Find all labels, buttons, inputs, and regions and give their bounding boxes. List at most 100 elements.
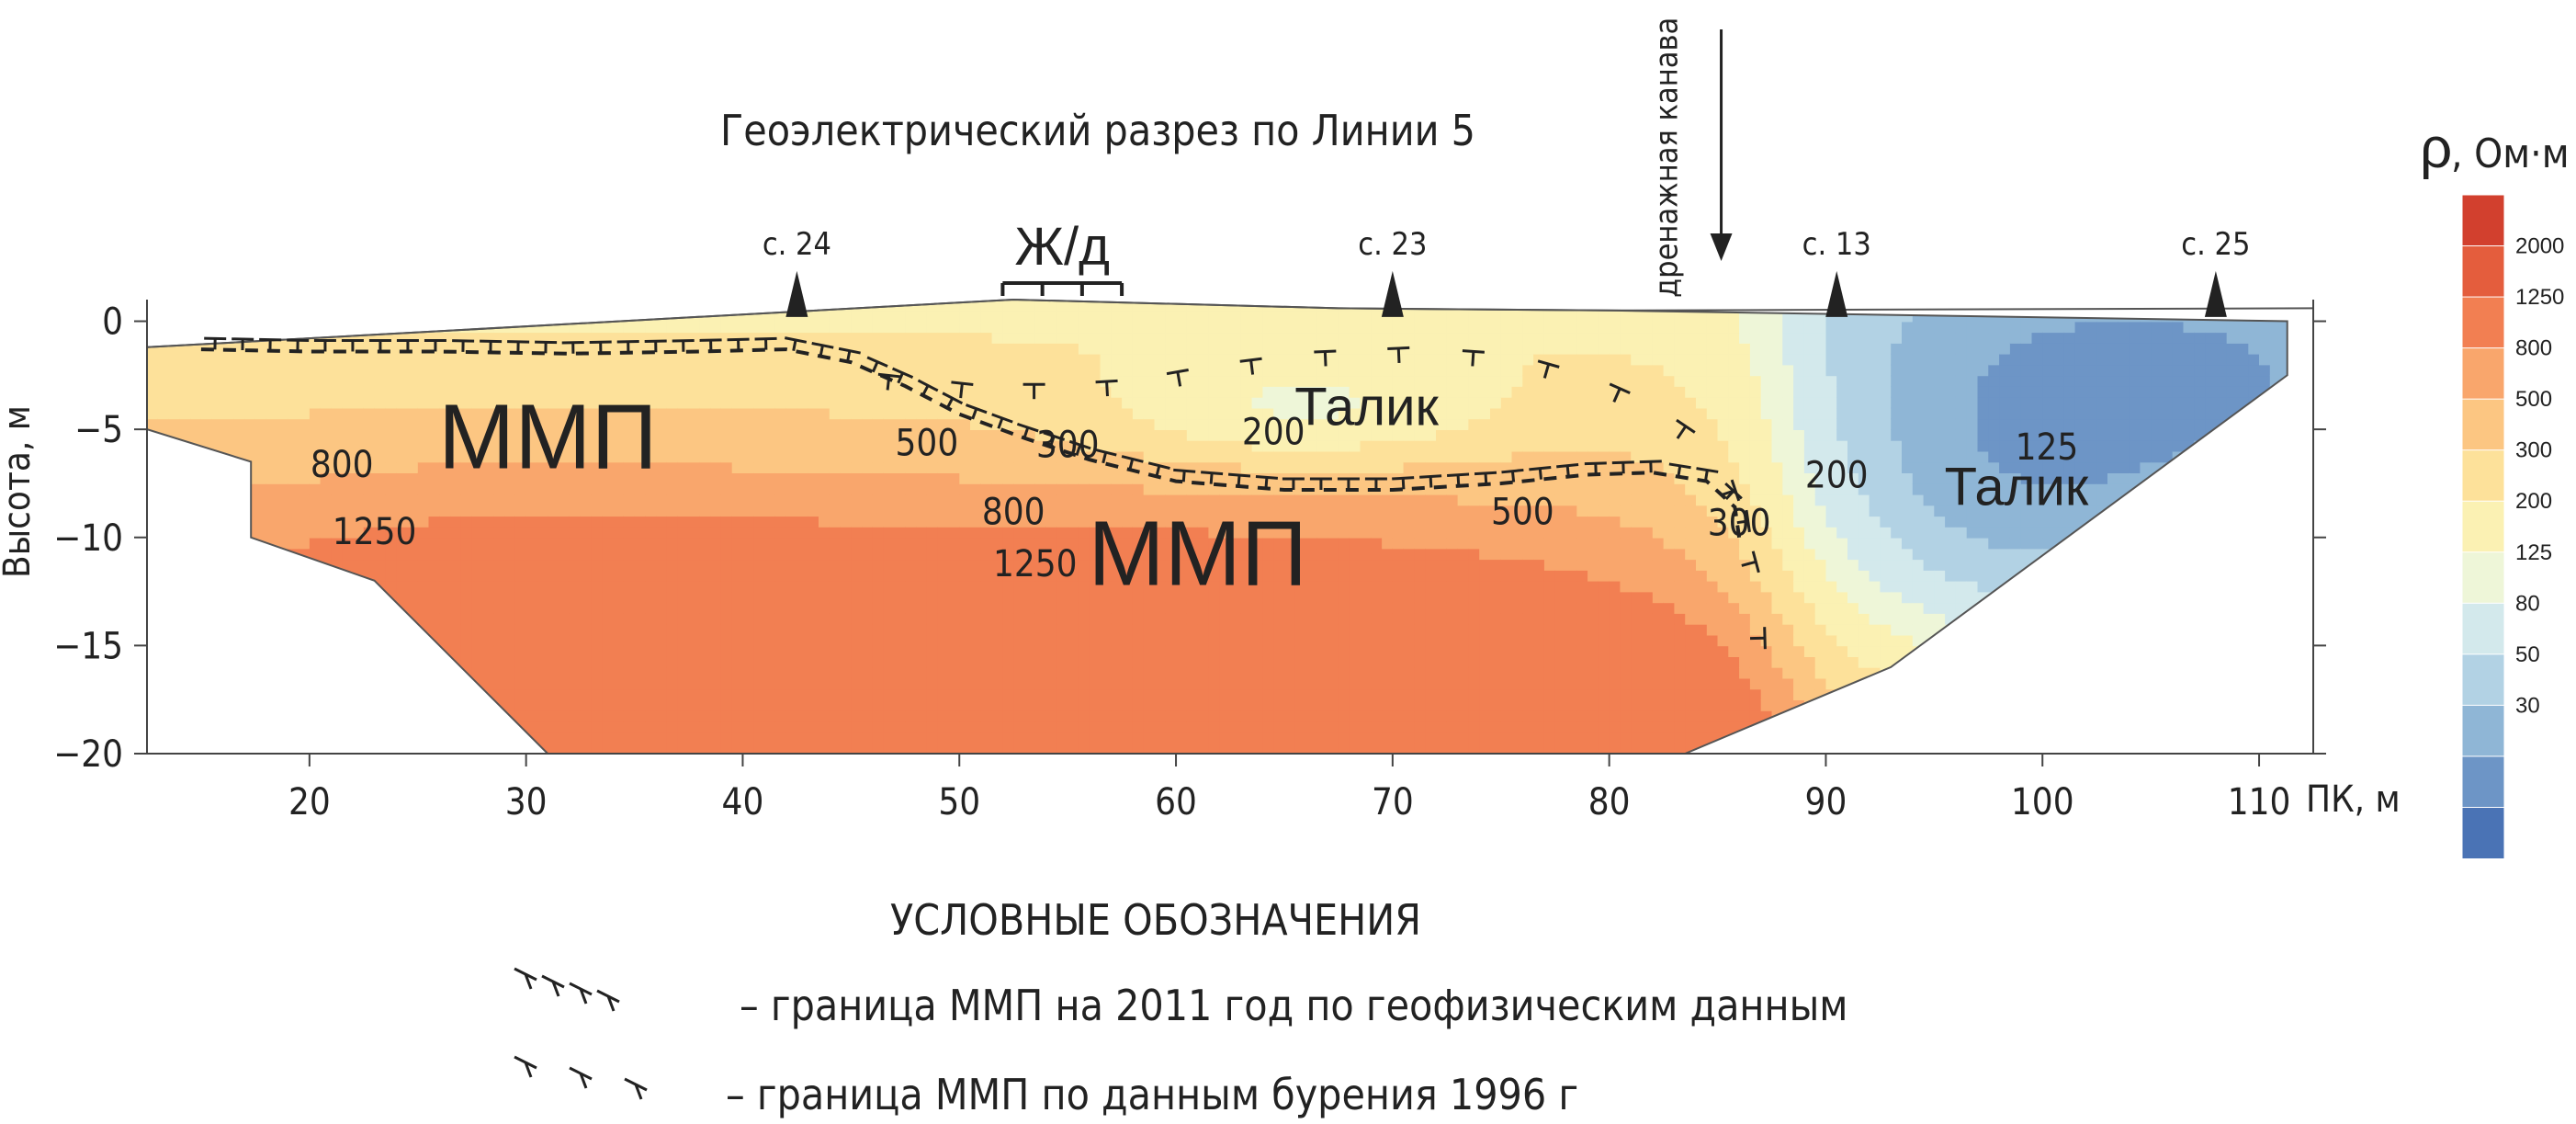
legend-symbol-2011: [514, 967, 620, 1012]
boundary-1996-cap: [1314, 349, 1337, 354]
colorbar-tick-label: 500: [2515, 387, 2552, 412]
y-tick-label: −20: [53, 733, 123, 776]
railway-label: Ж/д: [1014, 217, 1110, 277]
x-tick-label: 30: [505, 781, 548, 823]
region-label: ММП: [1088, 503, 1306, 606]
region-label: ММП: [438, 385, 657, 488]
boundary-2011-cap: [1668, 462, 1691, 470]
colorbar-tick-label: 800: [2515, 336, 2552, 361]
boundary-1996-cap: [1609, 382, 1631, 394]
legend-tee-stem: [524, 973, 533, 990]
boundary-1996-tick: [1323, 351, 1328, 367]
contour-labels: 800 1250 500 300 200 800 1250 500 300 200 125: [311, 412, 2078, 585]
boundary-1996-tick: [1105, 381, 1109, 397]
well-marker-icon: [785, 270, 808, 317]
drainage-marker: дренажная канава: [1649, 17, 1733, 298]
colorbar-swatch: [2461, 551, 2505, 605]
boundary-2011-tick: [1565, 465, 1570, 477]
well-label: с. 13: [1802, 226, 1871, 263]
boundary-1996-cap: [1537, 359, 1560, 369]
frost-boundary-2011: [200, 336, 1751, 539]
boundary-2011-tick: [1736, 519, 1748, 525]
colorbar-tick-label: 2000: [2515, 234, 2564, 259]
boundary-1996-cap: [1751, 551, 1760, 573]
contour-label: 800: [311, 444, 374, 486]
colorbar-swatch: [2461, 245, 2505, 299]
well-label: с. 25: [2181, 226, 2250, 263]
contour-label: 500: [896, 422, 959, 464]
boundary-2011-cap: [1121, 455, 1144, 463]
colorbar: ρ , Ом·м 2000 1250 800 500 300 200 125 80 50 30: [2420, 117, 2570, 860]
boundary-1996-cap: [1166, 368, 1189, 376]
colorbar-swatch: [2461, 602, 2505, 655]
x-tick-label: 80: [1588, 781, 1631, 823]
boundary-1996-tick: [1396, 347, 1401, 364]
boundary-2011-tick: [792, 339, 797, 352]
legend-tee-stem: [524, 1062, 533, 1078]
colorbar-label: , Ом·м: [2451, 131, 2570, 177]
boundary-2011-tick: [1264, 477, 1269, 489]
boundary-2011-tick: [1155, 465, 1161, 477]
colorbar-tick-label: 30: [2515, 693, 2540, 718]
x-tick-label: 20: [288, 781, 331, 823]
boundary-1996-cap: [1763, 627, 1767, 650]
region-label: Талик: [1294, 377, 1439, 437]
frost-boundary-1996: [877, 346, 1767, 650]
boundary-2011-cap: [1147, 461, 1170, 471]
boundary-1996-cap: [1730, 479, 1741, 502]
boundary-2011-cap: [838, 346, 861, 355]
boundary-2011-cap: [1501, 468, 1524, 474]
boundary-1996-cap: [1462, 349, 1485, 354]
colorbar-swatch: [2461, 755, 2505, 809]
drainage-arrow-head: [1710, 233, 1733, 261]
boundary-2011-cap: [891, 367, 914, 379]
colorbar-swatch: [2461, 806, 2505, 860]
well-marker-icon: [1381, 270, 1404, 317]
boundary-2011-tick: [1022, 426, 1030, 439]
well-label: с. 24: [763, 226, 831, 263]
boundary-1996-tick: [959, 383, 964, 399]
x-tick-label: 50: [938, 781, 980, 823]
colorbar-swatch: [2461, 653, 2505, 707]
boundary-2011-tick: [1429, 476, 1433, 488]
colorbar-tick-label: 300: [2515, 438, 2552, 463]
boundary-2011-cap: [1419, 474, 1442, 479]
x-tick-label: 70: [1372, 781, 1414, 823]
colorbar-swatch: [2461, 449, 2505, 503]
boundary-2011-cap: [942, 392, 964, 405]
boundary-2011-cap: [917, 379, 939, 392]
x-tick-label: 100: [2011, 781, 2074, 823]
boundary-2011-cap: [1201, 471, 1224, 476]
boundary-1996-tick: [1542, 363, 1551, 379]
contour-label: 200: [1805, 455, 1869, 497]
boundary-2011-tick: [1128, 459, 1135, 471]
boundary-2011-tick: [846, 350, 852, 362]
boundary-2011-cap: [1696, 467, 1719, 473]
boundary-2011-tick: [1237, 474, 1241, 487]
boundary-2011-tick: [1456, 474, 1461, 486]
contour-label: 125: [2016, 426, 2079, 469]
boundary-2011-cap: [866, 356, 888, 368]
well-marker-icon: [1825, 270, 1848, 317]
legend-tee-stem: [606, 995, 616, 1012]
boundary-2011-cap: [1068, 439, 1091, 450]
legend-tee-stem: [579, 988, 588, 1005]
colorbar-swatch: [2461, 704, 2505, 757]
colorbar-swatch: [2461, 347, 2505, 401]
y-axis-label: Высота, м: [0, 405, 39, 578]
legend-tee-stem: [634, 1084, 643, 1100]
x-tick-label: 90: [1805, 781, 1847, 823]
railway-bracket: [1000, 281, 1124, 296]
legend: УСЛОВНЫЕ ОБОЗНАЧЕНИЯ – граница ММП на 20…: [514, 895, 1847, 1119]
boundary-2011-cap: [1016, 422, 1039, 433]
boundary-1996-cap: [1239, 357, 1262, 363]
x-tick-label: 110: [2228, 781, 2291, 823]
boundary-1996-tick: [1676, 425, 1688, 439]
boundary-2011-tick: [1510, 471, 1516, 483]
legend-item-2011: – граница ММП на 2011 год по геофизическ…: [740, 981, 1847, 1030]
boundary-1996-tick: [1741, 560, 1757, 567]
boundary-2011-tick: [1703, 470, 1709, 482]
colorbar-tick-label: 125: [2515, 540, 2552, 565]
boundary-2011-cap: [1255, 475, 1279, 480]
boundary-2011-cap: [991, 413, 1013, 424]
